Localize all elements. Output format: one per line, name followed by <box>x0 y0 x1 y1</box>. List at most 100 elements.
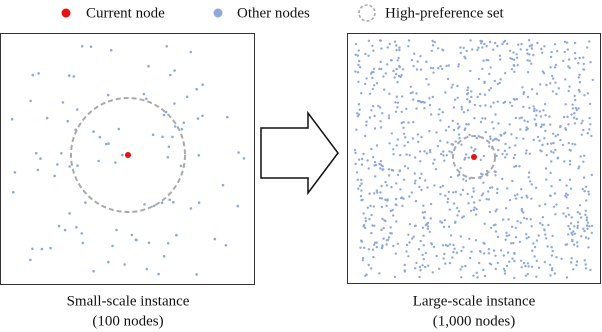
node <box>459 166 462 170</box>
node <box>494 254 497 257</box>
node <box>443 159 446 162</box>
node <box>544 167 548 170</box>
node <box>508 101 512 104</box>
node <box>586 221 590 224</box>
node <box>487 198 491 201</box>
node <box>417 248 421 251</box>
node <box>456 122 459 126</box>
node <box>488 145 491 148</box>
node <box>372 70 375 74</box>
node <box>498 81 501 85</box>
node <box>548 263 552 266</box>
node <box>464 264 467 268</box>
node <box>476 48 479 52</box>
node <box>399 154 402 157</box>
node <box>539 83 542 86</box>
node <box>588 102 592 106</box>
node <box>554 148 557 152</box>
node <box>366 159 369 162</box>
node <box>545 154 548 157</box>
node <box>528 59 531 62</box>
node <box>474 147 477 151</box>
node <box>502 218 505 221</box>
node <box>437 113 440 116</box>
node <box>367 167 370 170</box>
node <box>482 241 485 245</box>
node <box>414 224 417 227</box>
node <box>370 147 373 151</box>
legend-set-marker <box>358 4 376 22</box>
node <box>510 133 513 136</box>
node <box>92 269 95 273</box>
node <box>378 67 381 71</box>
node <box>358 59 361 63</box>
node <box>542 72 546 75</box>
node <box>563 50 566 54</box>
node <box>463 55 466 58</box>
node <box>526 59 529 62</box>
node <box>425 222 429 226</box>
node <box>449 234 453 237</box>
node <box>413 52 416 55</box>
legend-current-marker <box>61 8 71 18</box>
node <box>518 165 521 168</box>
node <box>431 44 435 47</box>
node <box>406 167 410 170</box>
node <box>549 55 553 59</box>
node <box>160 201 164 204</box>
node <box>505 234 508 237</box>
node <box>360 182 363 185</box>
node <box>355 171 359 174</box>
node <box>447 125 451 128</box>
node <box>375 245 378 249</box>
node <box>201 83 204 86</box>
node <box>452 243 455 247</box>
node <box>382 168 385 171</box>
node <box>460 249 463 253</box>
node <box>398 48 401 52</box>
node <box>484 131 487 134</box>
node <box>472 274 475 277</box>
panel-frame <box>347 33 601 284</box>
node <box>494 210 497 213</box>
node <box>549 171 552 175</box>
node <box>162 113 166 117</box>
node <box>402 197 405 200</box>
node <box>360 178 363 181</box>
node <box>560 257 563 260</box>
node <box>532 242 535 245</box>
node <box>481 192 485 195</box>
node <box>427 264 430 267</box>
node <box>408 195 411 198</box>
node <box>501 42 504 46</box>
node <box>473 206 476 209</box>
node <box>424 251 427 255</box>
node <box>563 160 566 163</box>
caption: (1,000 nodes) <box>433 313 516 329</box>
node <box>509 57 512 60</box>
node <box>528 106 531 110</box>
node <box>489 105 492 108</box>
node <box>369 204 372 208</box>
node <box>37 72 40 75</box>
node <box>549 274 552 277</box>
node <box>485 45 488 48</box>
node <box>423 107 426 110</box>
node <box>514 144 517 147</box>
node <box>396 81 399 84</box>
node <box>448 208 451 211</box>
node <box>372 104 375 108</box>
node <box>551 249 554 253</box>
node <box>384 180 387 184</box>
node <box>489 66 492 69</box>
node <box>554 63 558 67</box>
node <box>31 73 35 77</box>
node <box>457 210 461 213</box>
node <box>410 191 413 194</box>
node <box>553 272 557 275</box>
node <box>581 119 584 123</box>
node <box>522 262 526 265</box>
node <box>98 135 102 139</box>
node <box>104 142 108 146</box>
node <box>189 207 193 210</box>
